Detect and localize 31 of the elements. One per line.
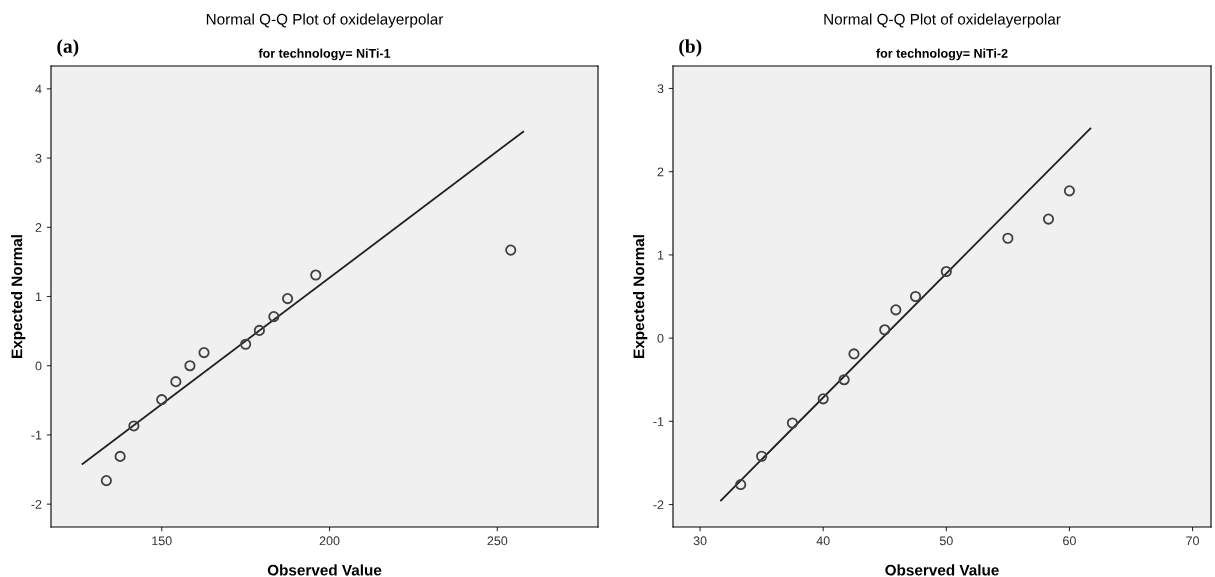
y-tick-label: 3 <box>657 84 664 94</box>
y-tick-label: -2 <box>31 499 42 509</box>
x-tick-label: 70 <box>1186 536 1199 546</box>
x-axis-title: Observed Value <box>267 564 382 576</box>
y-axis-title: Expected Normal <box>11 235 26 358</box>
y-tick-label: 4 <box>35 84 42 94</box>
x-axis-title: Observed Value <box>885 564 999 576</box>
x-tick-label: 250 <box>487 536 508 546</box>
text: (a) <box>57 39 79 57</box>
y-tick-label: 3 <box>35 153 42 163</box>
chart-title: Normal Q-Q Plot of oxidelayerpolar <box>206 13 444 28</box>
y-tick-label: 0 <box>657 333 664 343</box>
chart-subtitle: for technology= NiTi-1 <box>258 48 391 61</box>
y-tick-label: 1 <box>657 250 664 260</box>
x-tick-label: 200 <box>319 536 340 546</box>
text: (b) <box>679 39 702 57</box>
y-axis-title: Expected Normal <box>633 235 648 358</box>
y-tick-label: 2 <box>657 167 664 177</box>
x-tick-label: 50 <box>939 536 953 546</box>
y-tick-label: 0 <box>35 361 42 371</box>
x-tick-label: 40 <box>816 536 830 546</box>
x-tick-label: 30 <box>693 536 707 546</box>
chart-title: Normal Q-Q Plot of oxidelayerpolar <box>824 13 1061 28</box>
y-tick-label: 1 <box>35 292 42 302</box>
y-tick-label: -2 <box>653 500 664 510</box>
y-tick-label: -1 <box>653 417 664 426</box>
x-tick-label: 150 <box>152 536 172 546</box>
y-tick-label: -1 <box>31 430 42 440</box>
chart-subtitle: for technology= NiTi-2 <box>876 48 1008 61</box>
x-tick-label: 60 <box>1063 536 1076 546</box>
y-tick-label: 2 <box>35 223 42 232</box>
